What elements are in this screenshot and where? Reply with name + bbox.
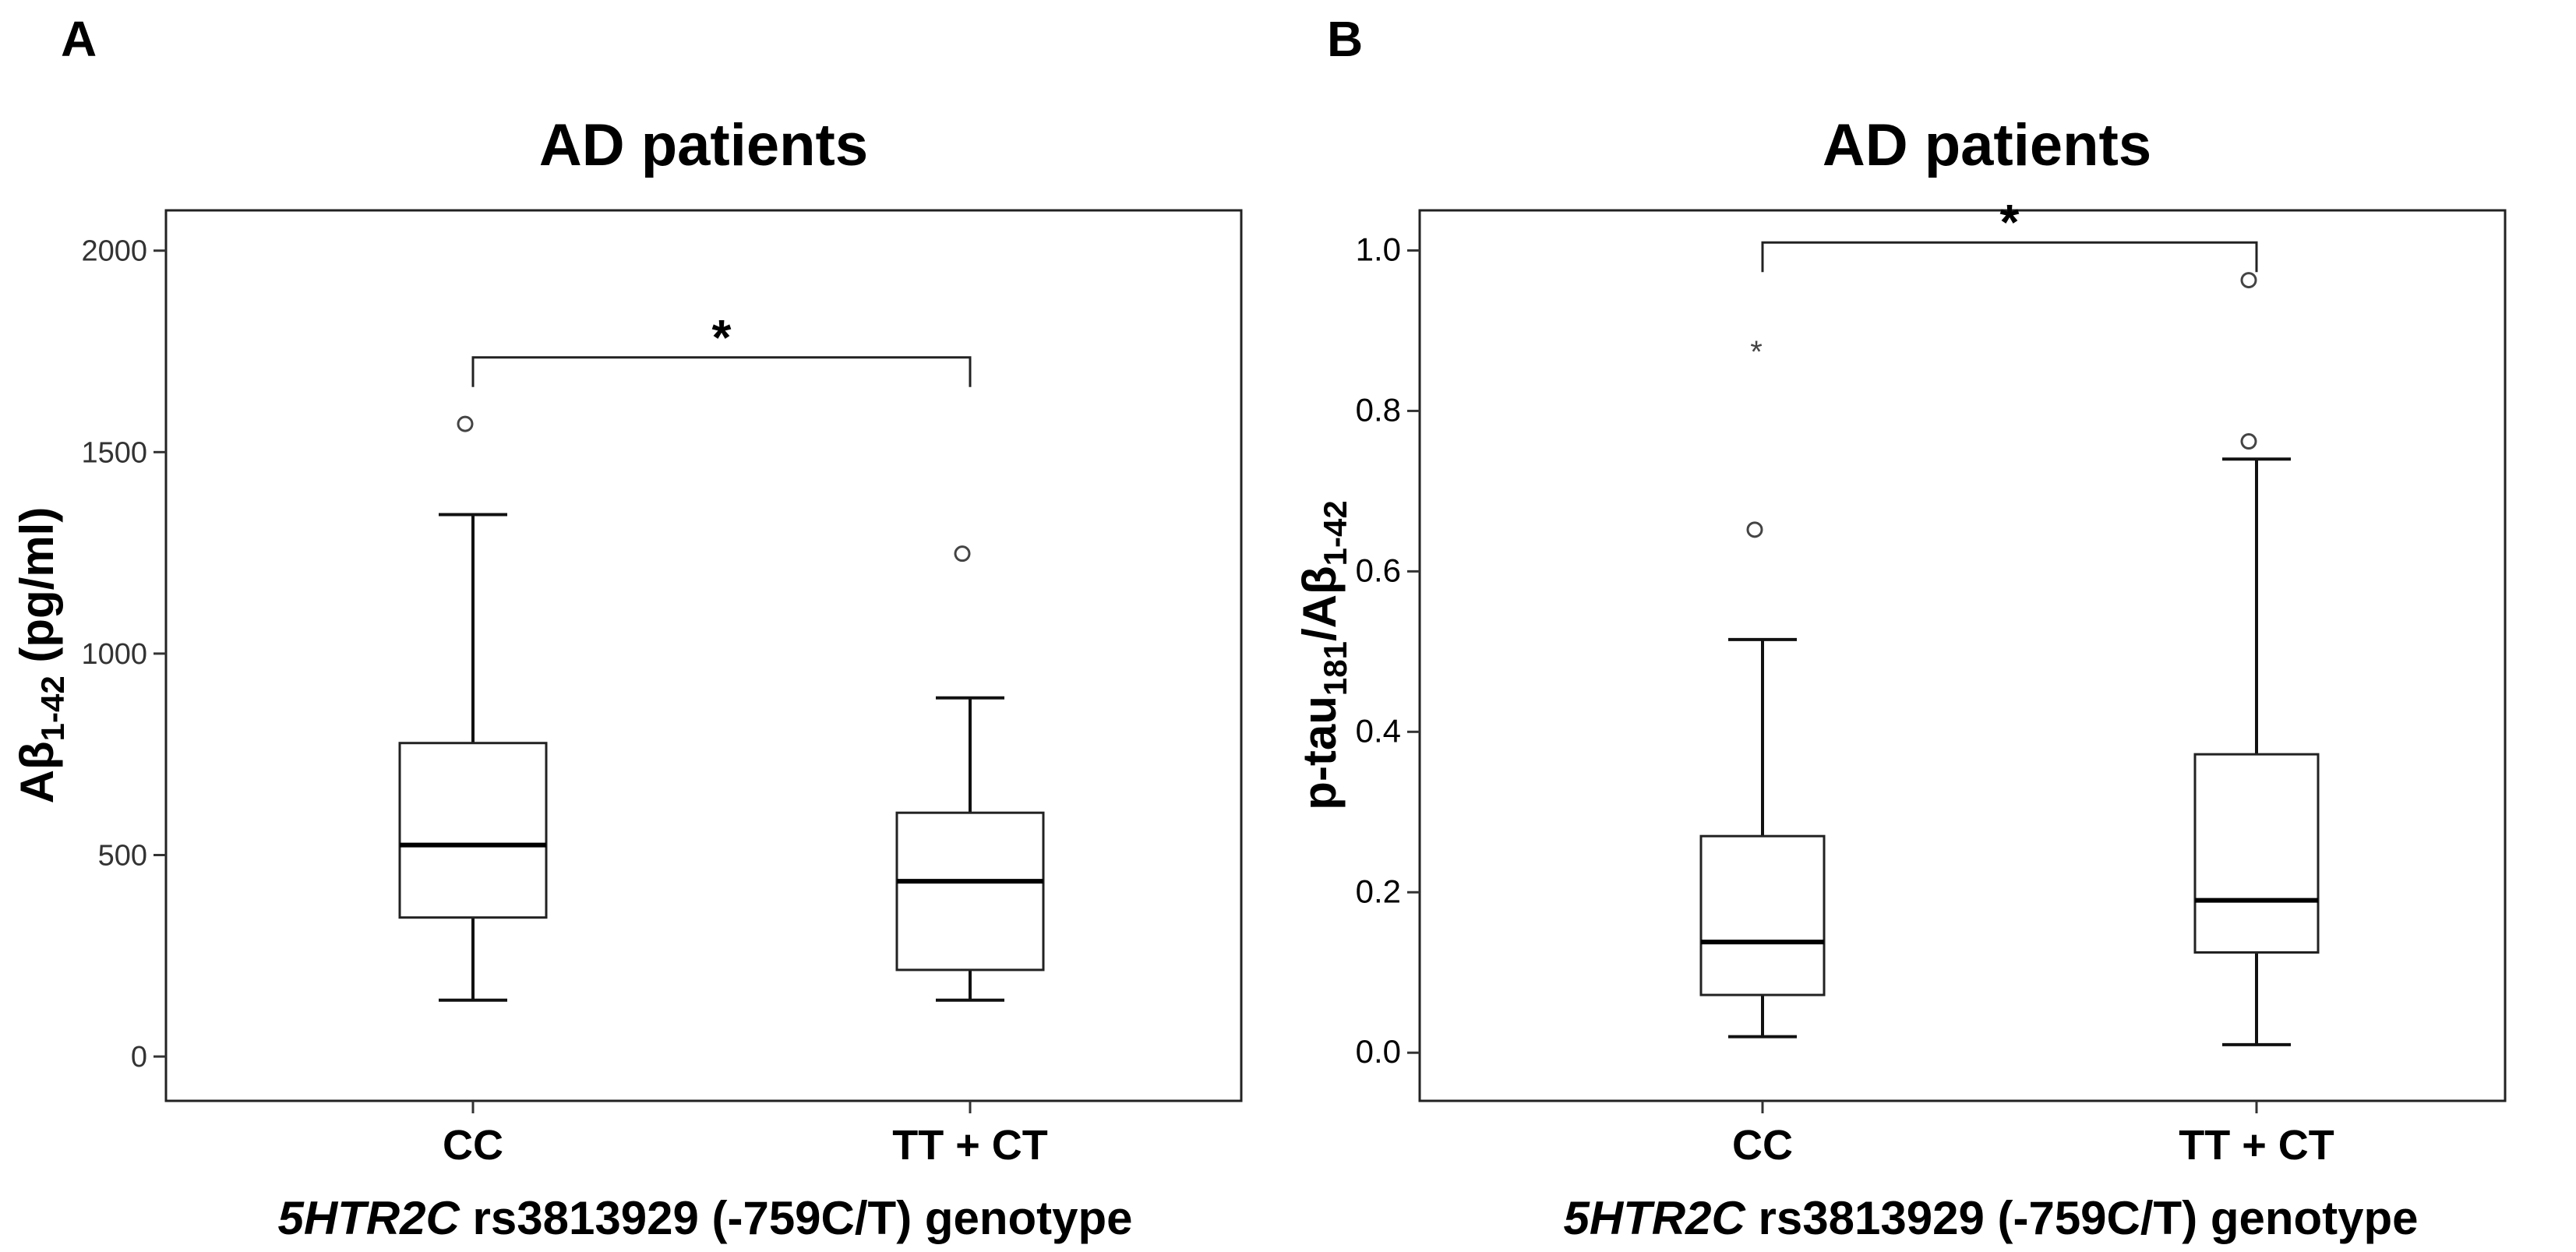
panel-b-y-tick-label: 0.6 xyxy=(1356,552,1401,588)
panel-b-significance-bracket: * xyxy=(1761,194,2258,273)
panel-b-significance-label: * xyxy=(2000,194,2020,250)
panel-a-y-tick-label: 1000 xyxy=(81,638,147,671)
panel-b-x-label: 5HTR2C rs3813929 (-759C/T) genotype xyxy=(1563,1192,2418,1244)
panel-a-box-cc xyxy=(398,415,548,1002)
iqr-box xyxy=(895,811,1045,972)
outlier-circle xyxy=(457,415,474,432)
panel-a-marks: * xyxy=(398,309,1045,1002)
panel-b-y-label: p-tau181/Aβ1-42 xyxy=(1293,500,1353,809)
panel-b-y-tick-label: 0.0 xyxy=(1356,1033,1401,1070)
iqr-box xyxy=(398,742,548,919)
panel-a-significance-bracket: * xyxy=(471,309,972,387)
panel-a-letter: A xyxy=(61,11,97,67)
panel-a-title: AD patients xyxy=(539,112,868,178)
panel-a-y-axis: 0 500 1000 1500 2000 xyxy=(81,235,972,1113)
panel-b-plot-frame xyxy=(1418,209,2507,1102)
iqr-box xyxy=(1699,834,1826,996)
outlier-circle xyxy=(1746,521,1763,538)
panel-b-y-axis: 0.0 0.2 0.4 0.6 0.8 1.0 xyxy=(1356,231,2258,1113)
iqr-box xyxy=(2193,753,2320,954)
panel-b-y-tick-label: 0.8 xyxy=(1356,391,1401,428)
outlier-circle xyxy=(954,545,971,563)
panel-a-plot-frame xyxy=(164,209,1243,1102)
panel-a-significance-label: * xyxy=(712,309,732,365)
panel-a-y-tick-label: 2000 xyxy=(81,235,147,268)
panel-a-y-tick-label: 0 xyxy=(131,1041,147,1074)
panel-a-category-cc: CC xyxy=(443,1122,503,1169)
panel-b-category-cc: CC xyxy=(1732,1122,1793,1169)
panel-a-category-tt-ct: TT + CT xyxy=(892,1122,1048,1169)
outlier-circle xyxy=(2240,272,2257,289)
panel-a-box-tt-ct xyxy=(895,545,1045,1002)
panel-a-y-label: Aβ1-42 (pg/ml) xyxy=(11,507,71,804)
panel-b-y-tick-label: 1.0 xyxy=(1356,231,1401,267)
panel-a-y-tick-label: 1500 xyxy=(81,436,147,469)
panel-b-category-tt-ct: TT + CT xyxy=(2179,1122,2334,1169)
panel-b-box-tt-ct xyxy=(2193,272,2320,1046)
outlier-circle xyxy=(2240,433,2257,450)
panel-b-marks: ** xyxy=(1699,194,2320,1046)
panel-a-y-tick-label: 500 xyxy=(98,840,147,873)
panel-b-letter: B xyxy=(1327,11,1363,67)
panel-b-box-cc: * xyxy=(1699,335,1826,1039)
panel-a-x-label: 5HTR2C rs3813929 (-759C/T) genotype xyxy=(277,1192,1132,1244)
panel-b-y-tick-label: 0.2 xyxy=(1356,873,1401,909)
panel-b-y-tick-label: 0.4 xyxy=(1356,712,1401,749)
panel-b-title: AD patients xyxy=(1823,112,2151,178)
outlier-star: * xyxy=(1750,335,1763,369)
